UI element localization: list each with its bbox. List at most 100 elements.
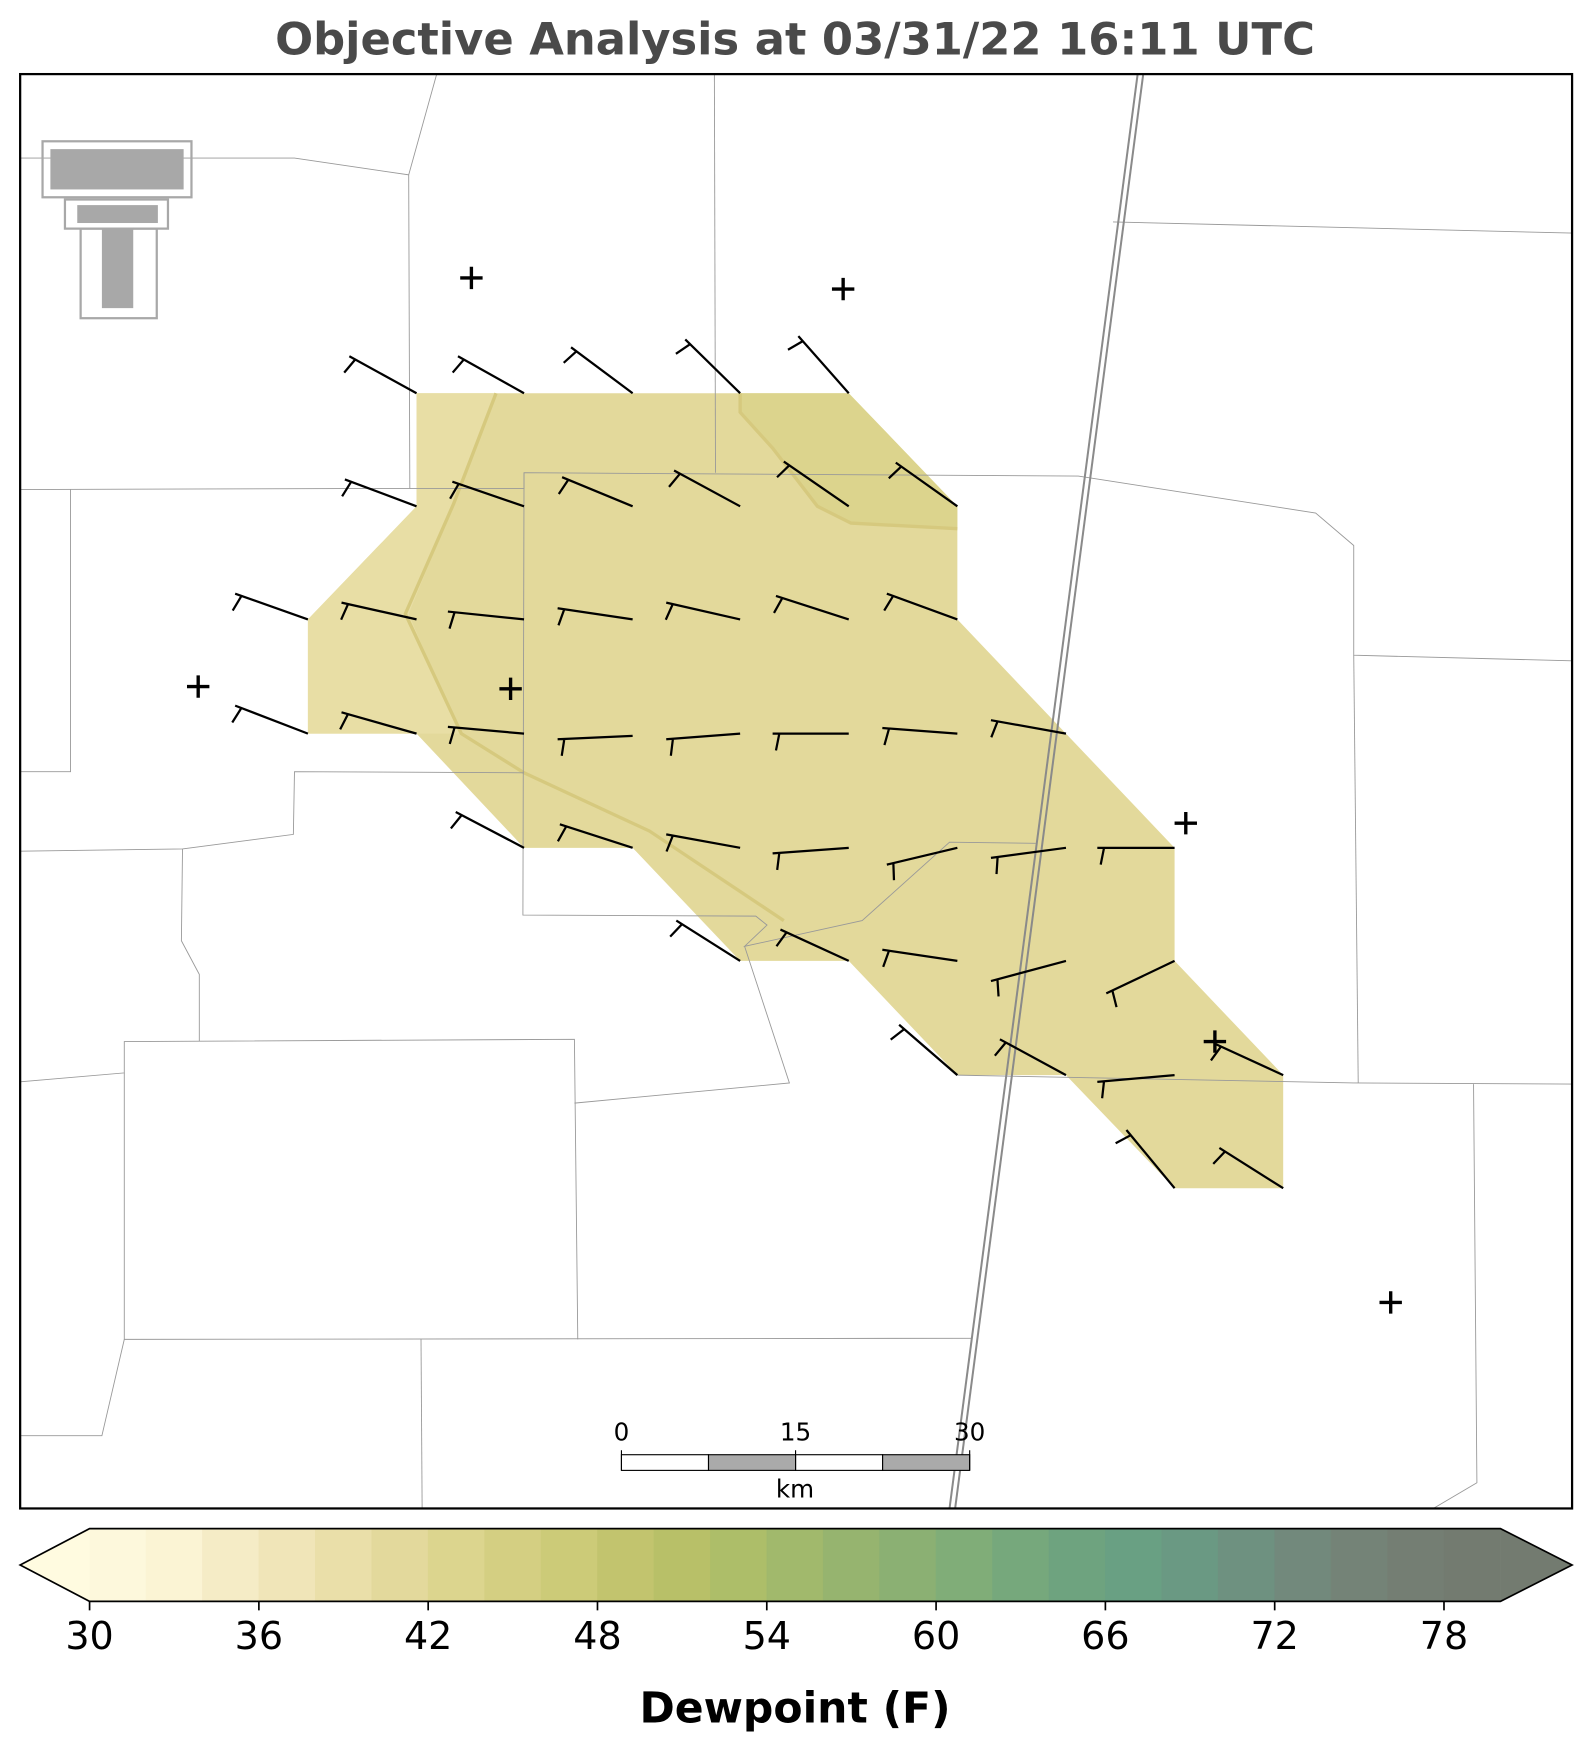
wind-barb xyxy=(666,732,741,756)
colorbar-bin xyxy=(1105,1528,1163,1602)
wind-barb xyxy=(882,726,958,746)
colorbar-bin xyxy=(315,1528,373,1602)
colorbar-under xyxy=(20,1528,90,1602)
colorbar-bin xyxy=(1387,1528,1445,1602)
station-marker xyxy=(460,266,483,290)
dewpoint-fill-upper xyxy=(740,393,958,529)
wind-barb xyxy=(776,460,850,508)
colorbar-over xyxy=(1500,1528,1573,1602)
colorbar: Dewpoint (F) 30 36 42 48 54 60 66 72 78 xyxy=(18,1527,1574,1734)
wind-barb xyxy=(449,480,525,508)
station-marker xyxy=(186,675,210,698)
wind-barb xyxy=(231,592,309,621)
wind-barb xyxy=(773,594,850,621)
colorbar-bin xyxy=(540,1528,598,1602)
colorbar-bin xyxy=(1274,1528,1332,1602)
wind-barb xyxy=(447,725,525,745)
wind-barb xyxy=(339,711,417,735)
wind-barb xyxy=(447,610,525,629)
wind-barb xyxy=(557,607,633,626)
wind-barb xyxy=(450,811,525,849)
colorbar-tick-label: 78 xyxy=(1420,1614,1468,1658)
wind-barb xyxy=(557,734,633,757)
wind-barb xyxy=(888,461,959,508)
wind-barb xyxy=(669,919,741,962)
wind-barb xyxy=(668,469,741,508)
colorbar-tick-label: 66 xyxy=(1081,1614,1129,1658)
wind-barb xyxy=(1212,1146,1284,1190)
scale-bar-segment xyxy=(795,1454,884,1471)
wind-barb xyxy=(772,732,849,751)
colorbar-bin xyxy=(484,1528,542,1602)
dewpoint-fill xyxy=(307,393,1284,1189)
contour-line xyxy=(738,393,958,531)
colorbar-tick-label: 30 xyxy=(65,1614,113,1658)
wind-barb xyxy=(340,601,417,621)
station-markers xyxy=(186,266,1402,1314)
scale-bar-label: 30 xyxy=(954,1417,985,1446)
wind-barb xyxy=(1115,1129,1176,1189)
scale-bar-unit: km xyxy=(776,1475,814,1504)
contour-line xyxy=(403,392,785,923)
university-logo xyxy=(41,140,193,320)
colorbar-tick-label: 48 xyxy=(573,1614,621,1658)
colorbar-bin xyxy=(89,1528,147,1602)
colorbar-bin xyxy=(879,1528,937,1602)
colorbar-bin xyxy=(427,1528,485,1602)
wind-barb xyxy=(231,704,309,735)
wind-barb xyxy=(886,846,958,881)
colorbar-bin xyxy=(202,1528,260,1602)
wind-barb xyxy=(562,346,634,395)
wind-barb xyxy=(990,959,1067,997)
colorbar-tick-label: 54 xyxy=(743,1614,791,1658)
wind-barb xyxy=(990,846,1067,875)
scale-bar-segment xyxy=(882,1454,971,1471)
wind-barb xyxy=(883,592,958,621)
wind-barb xyxy=(990,719,1067,738)
colorbar-outline xyxy=(18,1527,1574,1603)
station-marker xyxy=(1379,1291,1402,1314)
highway xyxy=(948,73,1145,1509)
station-marker xyxy=(1174,811,1197,835)
scale-bar: km 0 15 30 xyxy=(614,1417,986,1503)
scale-bar-segment xyxy=(620,1454,710,1471)
wind-barb xyxy=(1210,1042,1284,1077)
colorbar-bin xyxy=(1161,1528,1219,1602)
wind-barb xyxy=(557,476,634,508)
colorbar-bin xyxy=(766,1528,824,1602)
colorbar-bin xyxy=(371,1528,429,1602)
wind-barb xyxy=(772,846,849,871)
county-lines xyxy=(20,73,1573,1509)
map-frame xyxy=(19,72,1574,1510)
wind-barb xyxy=(1097,846,1175,865)
colorbar-bin xyxy=(1217,1528,1275,1602)
colorbar-tick-label: 36 xyxy=(235,1614,283,1658)
wind-barb xyxy=(675,338,741,395)
station-marker xyxy=(831,277,855,301)
title: Objective Analysis at 03/31/22 16:11 UTC xyxy=(275,13,1315,66)
colorbar-tick-label: 42 xyxy=(404,1614,452,1658)
colorbar-bin xyxy=(597,1528,655,1602)
colorbar-tick-label: 72 xyxy=(1250,1614,1298,1658)
station-marker xyxy=(1203,1030,1227,1053)
wind-barbs xyxy=(231,335,1284,1190)
wind-barb xyxy=(993,1038,1067,1077)
colorbar-bin xyxy=(992,1528,1050,1602)
wind-barb xyxy=(787,335,850,394)
wind-barb xyxy=(556,823,633,849)
wind-barb xyxy=(664,601,741,621)
colorbar-bin xyxy=(258,1528,316,1602)
colorbar-bin xyxy=(1048,1528,1106,1602)
colorbar-bin xyxy=(935,1528,993,1602)
station-marker xyxy=(499,677,522,701)
scale-bar-label: 0 xyxy=(614,1417,630,1446)
colorbar-bin xyxy=(822,1528,880,1602)
colorbar-bin xyxy=(1443,1528,1501,1602)
wind-barb xyxy=(889,1023,959,1076)
wind-barb xyxy=(451,355,525,395)
colorbar-bin xyxy=(710,1528,768,1602)
wind-barb xyxy=(665,833,741,852)
scale-bar-segment xyxy=(707,1454,797,1471)
